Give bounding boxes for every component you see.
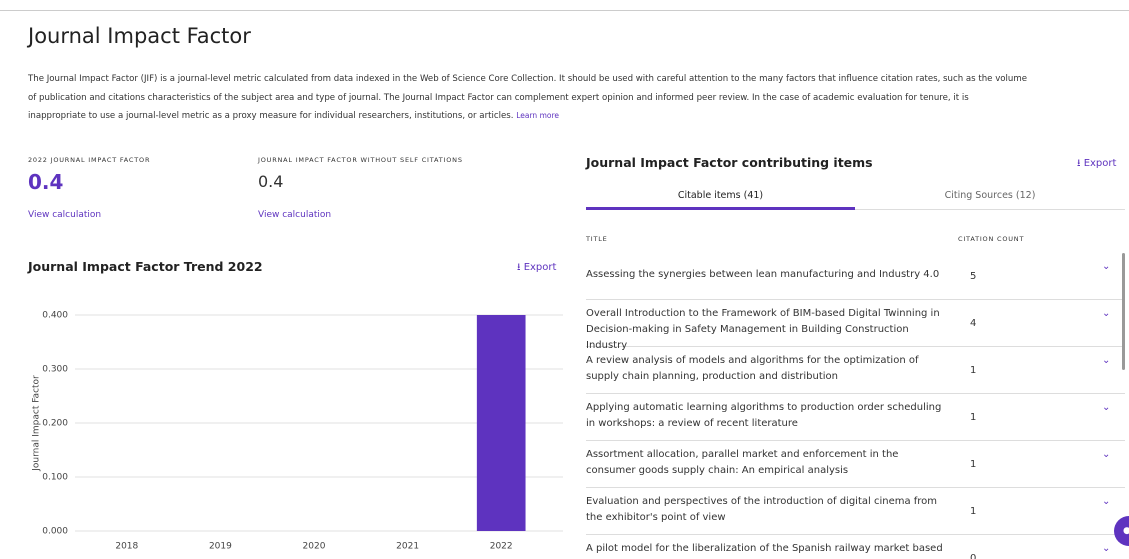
y-tick-label: 0.200 [42,419,68,429]
view-calculation[interactable]: View calculation [28,210,102,220]
citation-count: 1 [970,412,977,423]
y-tick-label: 0.000 [42,527,68,537]
y-tick-label: 0.100 [42,473,68,483]
chart: Journal Impact Factor 0.000 0.100 0.200 0.3… [32,311,563,552]
x-tick-label: 2019 [209,542,232,552]
y-axis-label: Journal Impact Factor [32,375,42,472]
item-row[interactable]: A pilot model for the liberalization of … [586,535,1125,559]
item-row[interactable]: Applying automatic learning algorithms t… [586,394,1125,441]
x-tick-label: 2018 [115,542,138,552]
citation-count: 1 [970,459,977,470]
metric-label: JOURNAL IMPACT FACTOR WITHOUT SELF CITAT… [258,156,463,164]
chat-bubble[interactable]: ● [1114,516,1129,546]
item-title: A pilot model for the liberalization of … [586,543,943,554]
expand-chevron[interactable]: ⌄ [1102,402,1111,413]
item-title: Overall Introduction to the Framework of… [586,308,940,351]
item-title: Assortment allocation, parallel market a… [586,449,899,476]
citation-count: 5 [970,271,977,282]
item-row[interactable]: Overall Introduction to the Framework of… [586,300,1125,351]
expand-chevron[interactable]: ⌄ [1102,308,1111,319]
expand-chevron[interactable]: ⌄ [1102,355,1111,366]
item-row[interactable]: Assessing the synergies between lean man… [586,253,1125,300]
items-title: Journal Impact Factor contributing items [586,155,873,170]
bar [476,315,526,531]
tab-indicator [586,207,855,210]
top-border [0,10,1129,11]
scrollbar [1122,253,1125,370]
column-header: TITLE [586,235,608,243]
expand-chevron[interactable]: ⌄ [1102,543,1111,554]
learn-more[interactable]: Learn more [516,111,559,120]
y-tick-label: 0.400 [42,311,68,321]
item-title: A review analysis of models and algorith… [586,355,919,382]
citation-count: 4 [970,318,977,329]
x-tick-label: 2022 [490,542,513,552]
citation-count: 1 [970,506,977,517]
description-text: The Journal Impact Factor (JIF) is a jou… [28,74,1028,121]
export-button[interactable]: ⭳ Export [1077,158,1117,169]
export-label[interactable]: Export [523,262,557,273]
page-title: Journal Impact Factor [28,24,251,48]
export-button[interactable]: ⭳ Export [517,262,557,273]
expand-chevron[interactable]: ⌄ [1102,496,1111,507]
item-title: Evaluation and perspectives of the intro… [586,496,938,523]
item-title: Assessing the synergies between lean man… [586,269,940,280]
tab[interactable]: Citing Sources (12) [944,190,1036,201]
description: The Journal Impact Factor (JIF) is a jou… [28,70,1028,126]
item-title: Applying automatic learning algorithms t… [586,402,942,429]
column-header: CITATION COUNT [958,235,1025,243]
expand-chevron[interactable]: ⌄ [1102,261,1111,272]
item-row[interactable]: A review analysis of models and algorith… [586,347,1125,394]
tab-active[interactable]: Citable items (41) [677,190,764,201]
metric-value: 0.4 [28,170,64,194]
view-calculation[interactable]: View calculation [258,210,332,220]
metric-value: 0.4 [258,172,284,191]
item-row[interactable]: Assortment allocation, parallel market a… [586,441,1125,488]
expand-chevron[interactable]: ⌄ [1102,449,1111,460]
y-tick-label: 0.300 [42,365,68,375]
export-label[interactable]: Export [1083,158,1117,169]
x-tick-label: 2020 [303,542,326,552]
chart-title: Journal Impact Factor Trend 2022 [28,259,263,274]
citation-count: 1 [970,365,977,376]
citation-count: 0 [970,553,977,559]
x-tick-label: 2021 [396,542,419,552]
tab-divider [586,209,1125,210]
item-row[interactable]: Evaluation and perspectives of the intro… [586,488,1125,535]
metric-label: 2022 JOURNAL IMPACT FACTOR [28,156,151,164]
